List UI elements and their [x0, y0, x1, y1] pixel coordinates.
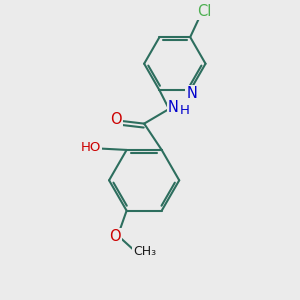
Text: Cl: Cl [197, 4, 211, 19]
Text: H: H [180, 104, 190, 117]
Text: HO: HO [80, 140, 101, 154]
Text: O: O [109, 230, 121, 244]
Text: CH₃: CH₃ [134, 245, 157, 258]
Text: N: N [186, 86, 197, 101]
Text: O: O [110, 112, 122, 127]
Text: N: N [168, 100, 179, 115]
